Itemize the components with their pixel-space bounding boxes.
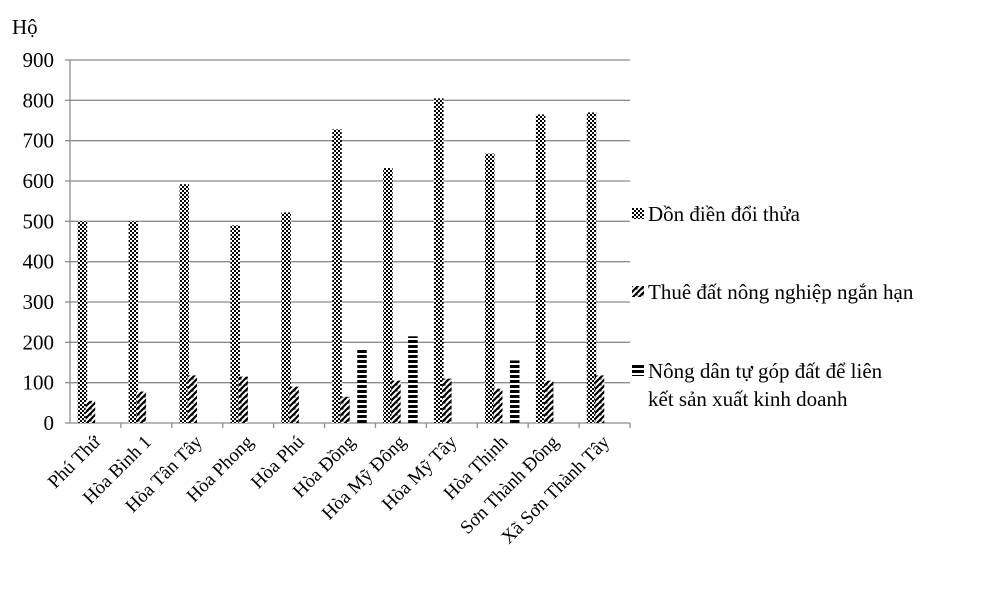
bar-series-1 xyxy=(434,98,444,424)
y-tick-label: 0 xyxy=(44,411,55,435)
y-tick-label: 600 xyxy=(23,169,55,193)
y-tick-label: 700 xyxy=(23,129,55,153)
bar-series-2 xyxy=(289,386,299,423)
y-tick-label: 400 xyxy=(23,250,55,274)
bar-series-1 xyxy=(281,212,291,423)
bar-series-1 xyxy=(332,129,342,423)
bar-series-1 xyxy=(77,221,88,423)
bar-series-2 xyxy=(492,388,503,423)
bar-series-2 xyxy=(238,376,248,423)
bar-series-2 xyxy=(187,375,198,423)
y-axis-label: Hộ xyxy=(12,15,38,39)
y-tick-label: 500 xyxy=(23,209,55,233)
bar-series-2 xyxy=(85,400,96,423)
bar-series-2 xyxy=(543,380,554,423)
gridlines xyxy=(70,59,630,384)
y-tick-label: 800 xyxy=(23,88,55,112)
y-tick-label: 900 xyxy=(23,48,55,72)
bar-series-2 xyxy=(442,378,452,423)
bar-series-1 xyxy=(179,184,190,423)
bar-series-3 xyxy=(357,349,367,423)
bar-series-3 xyxy=(408,336,418,423)
bar-series-2 xyxy=(594,375,605,423)
legend-label-1: Dồn điền đổi thửa xyxy=(648,202,801,226)
y-tick-label: 300 xyxy=(23,290,55,314)
bar-series-2 xyxy=(136,391,147,423)
bar-series-3 xyxy=(509,360,520,423)
legend-label-3: Nông dân tự góp đất để liên xyxy=(648,359,883,383)
bars xyxy=(77,98,605,424)
bar-series-1 xyxy=(484,153,495,423)
bar-series-1 xyxy=(586,112,597,423)
bar-series-1 xyxy=(535,114,546,423)
legend: Dồn điền đổi thửa Thuê đất nông nghiệp ng… xyxy=(632,202,914,411)
legend-swatch-3 xyxy=(632,365,644,376)
legend-swatch-2 xyxy=(632,286,644,297)
y-tick-label: 100 xyxy=(23,371,55,395)
y-tick-label: 200 xyxy=(23,330,55,354)
bar-series-2 xyxy=(391,380,401,423)
bar-series-1 xyxy=(230,225,240,423)
legend-label-3: kết sản xuất kinh doanh xyxy=(648,387,848,411)
bar-series-1 xyxy=(128,221,139,423)
bar-series-2 xyxy=(340,396,350,423)
legend-swatch-1 xyxy=(632,208,644,219)
legend-label-2: Thuê đất nông nghiệp ngắn hạn xyxy=(648,280,914,304)
bar-series-1 xyxy=(383,168,393,423)
